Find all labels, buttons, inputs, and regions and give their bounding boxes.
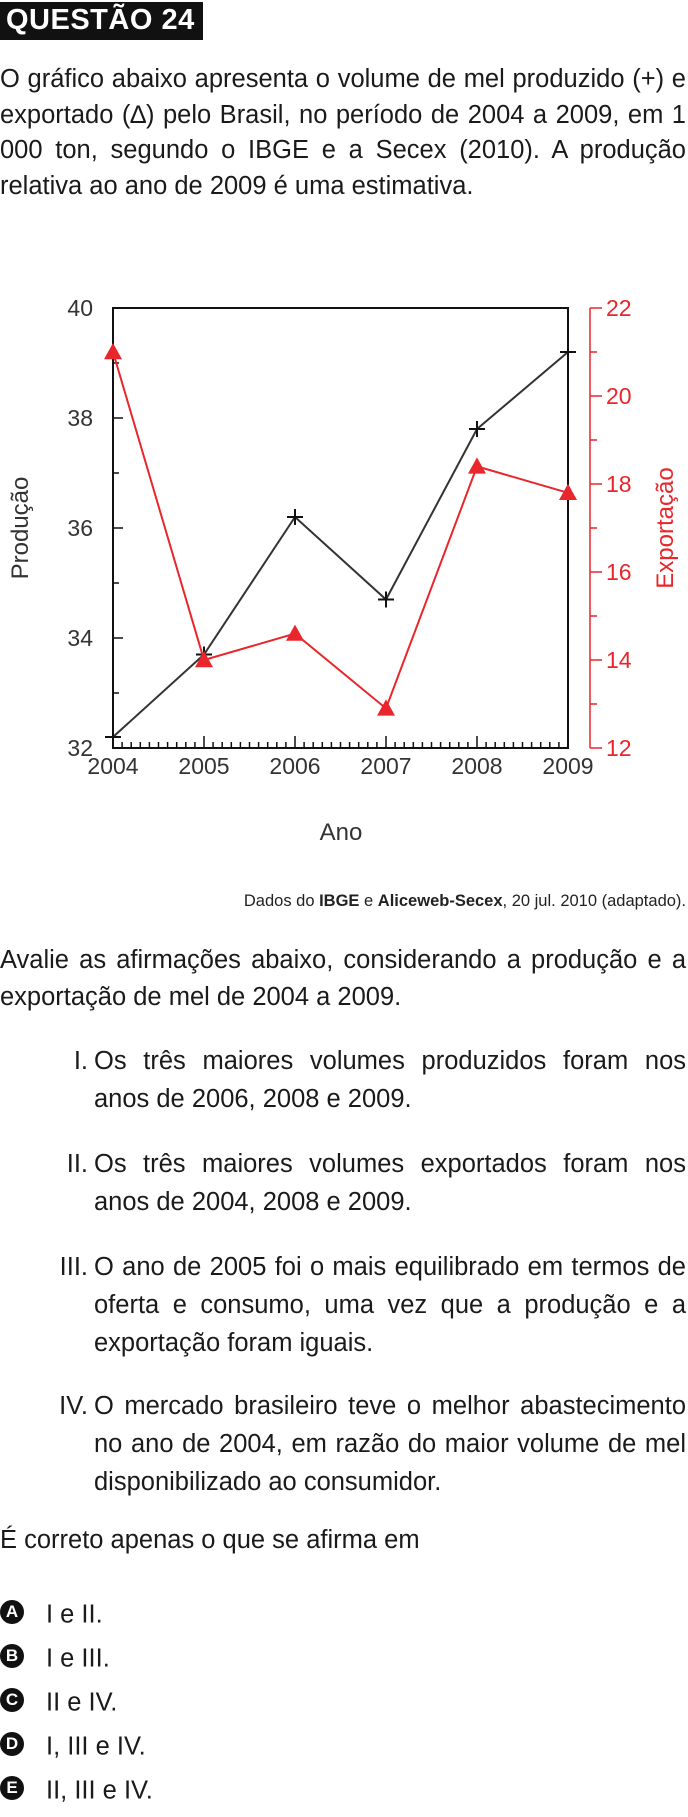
right-tick-label: 20 (606, 383, 632, 409)
source-ibge: IBGE (319, 892, 360, 910)
triangle-marker (559, 483, 577, 500)
option-b[interactable]: B I e III. (0, 1642, 110, 1672)
triangle-marker (468, 457, 486, 474)
question-ask: É correto apenas o que se afirma em (0, 1526, 420, 1554)
left-tick-label: 38 (67, 405, 93, 431)
y2-axis-label: Exportação (652, 467, 679, 588)
option-letter-badge: E (0, 1776, 24, 1801)
question-prompt: Avalie as afirmações abaixo, considerand… (0, 946, 686, 1011)
x-axis-label: Ano (320, 819, 363, 846)
right-tick-label: 14 (606, 647, 632, 673)
option-e[interactable]: E II, III e IV. (0, 1774, 153, 1804)
option-text: II, III e IV. (46, 1776, 153, 1805)
plot-frame (112, 307, 569, 749)
left-tick-label: 40 (67, 295, 93, 321)
question-title: QUESTÃO 24 (0, 2, 203, 40)
source-suffix: , 20 jul. 2010 (adaptado). (502, 892, 686, 910)
option-text: I, III e IV. (46, 1732, 146, 1761)
option-letter-badge: C (0, 1688, 24, 1713)
option-text: I e II. (46, 1600, 103, 1629)
option-d[interactable]: D I, III e IV. (0, 1730, 146, 1760)
series-line-exportacao (112, 351, 569, 711)
honey-chart: 32 34 36 38 40 12 14 16 18 20 22 2004 2005 2006 2007 20… (7, 295, 679, 846)
source-prefix: Dados do (243, 892, 320, 910)
option-a[interactable]: A I e II. (0, 1598, 103, 1628)
right-tick-label: 22 (606, 295, 632, 321)
triangle-marker (195, 651, 213, 668)
statement-1: I. Os três maiores volumes produzidos for… (74, 1042, 686, 1118)
statement-2: II. Os três maiores volumes exportados fo… (67, 1145, 686, 1221)
option-text: II e IV. (46, 1688, 118, 1717)
x-tick-label: 2006 (269, 753, 320, 779)
option-c[interactable]: C II e IV. (0, 1686, 117, 1716)
statement-number: III. (59, 1253, 88, 1281)
x-tick-label: 2004 (87, 753, 138, 779)
x-tick-label: 2009 (542, 753, 593, 779)
option-letter-badge: B (0, 1644, 24, 1669)
x-tick-label: 2005 (178, 753, 229, 779)
left-tick-label: 34 (67, 625, 93, 651)
right-tick-label: 16 (606, 559, 632, 585)
statement-4: IV. O mercado brasileiro teve o melhor ab… (59, 1387, 686, 1501)
left-tick-label: 32 (67, 735, 93, 761)
right-tick-label: 12 (606, 735, 632, 761)
option-letter-badge: D (0, 1732, 24, 1757)
statement-text: Os três maiores volumes produzidos foram… (94, 1047, 686, 1113)
x-tick-label: 2008 (451, 753, 502, 779)
right-tick-label: 18 (606, 471, 632, 497)
triangle-marker (286, 624, 304, 641)
statement-text: O mercado brasileiro teve o melhor abast… (94, 1392, 686, 1496)
series-line-producao (112, 351, 569, 738)
source-secex: Aliceweb-Secex (377, 892, 503, 910)
option-letter-badge: A (0, 1600, 24, 1625)
statement-number: IV. (59, 1392, 88, 1420)
statement-text: Os três maiores volumes exportados foram… (94, 1150, 686, 1216)
statement-number: II. (66, 1150, 88, 1178)
question-intro: O gráfico abaixo apresenta o volume de m… (0, 65, 686, 200)
statement-text: O ano de 2005 foi o mais equilibrado em … (94, 1253, 686, 1357)
left-tick-label: 36 (67, 515, 93, 541)
y-axis-label: Produção (7, 477, 34, 580)
triangle-marker (104, 343, 122, 360)
statement-3: III. O ano de 2005 foi o mais equilibrado… (60, 1248, 686, 1362)
option-text: I e III. (46, 1644, 110, 1673)
source-mid: e (359, 892, 378, 910)
x-tick-label: 2007 (360, 753, 411, 779)
triangle-marker (377, 699, 395, 716)
chart-source: Dados do IBGE e Aliceweb-Secex, 20 jul. … (244, 892, 686, 911)
statement-number: I. (73, 1047, 88, 1075)
